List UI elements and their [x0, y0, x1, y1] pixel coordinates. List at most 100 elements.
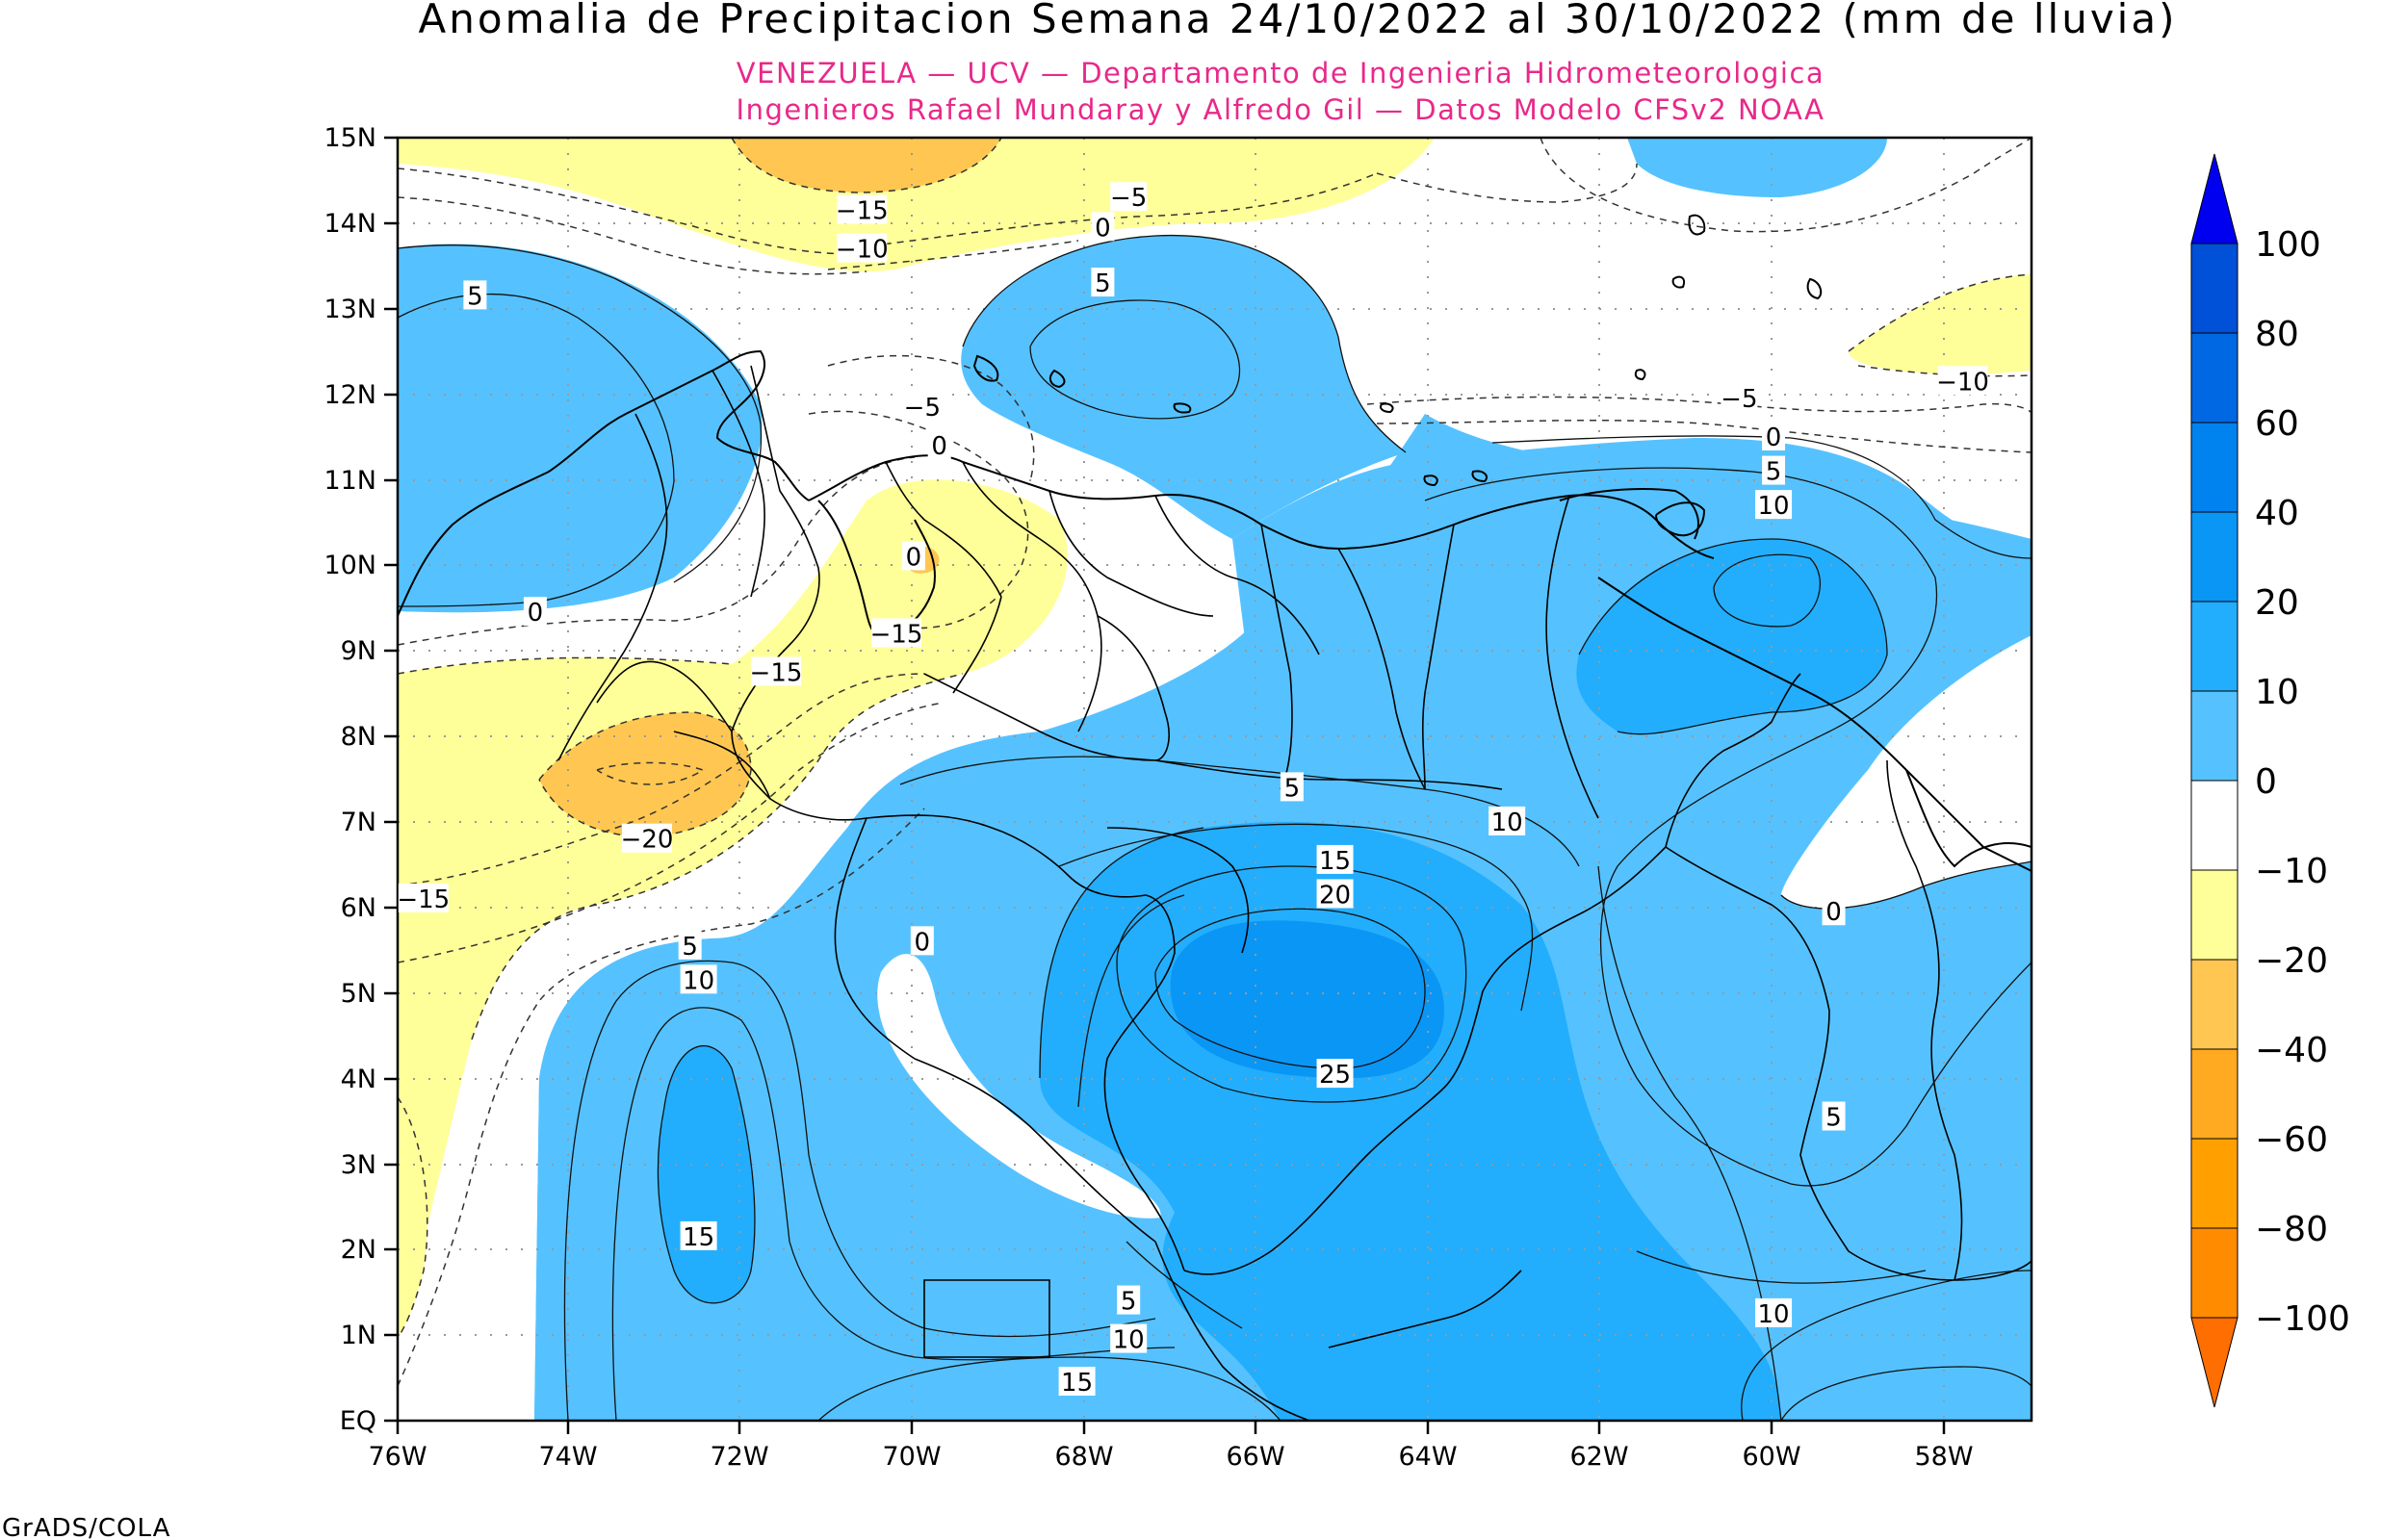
contour-label-bg: [1110, 1323, 1148, 1353]
lat-tick-label: 13N: [324, 295, 376, 324]
contour-label: 15: [1058, 1367, 1096, 1398]
contour-label-text: −15: [750, 658, 803, 687]
plot-frame: [396, 136, 2033, 1423]
colorbar-segment: [2190, 243, 2239, 334]
lat-tick-label: 5N: [341, 979, 376, 1009]
contour-label-text: 0: [906, 543, 922, 572]
contour-label: −15: [870, 618, 923, 649]
contour-label: 5: [1762, 455, 1786, 487]
shade-top-negative: [398, 138, 1435, 271]
contour-label-text: −15: [836, 197, 889, 226]
shade-yellow-sw-corner: [398, 1097, 427, 1338]
map-title: Anomalia de Precipitacion Semana 24/10/2…: [419, 0, 2178, 42]
contour-label: 5: [1822, 1101, 1846, 1133]
contour-label-text: 15: [1061, 1369, 1093, 1398]
shade-west-orange: [539, 712, 751, 837]
contour-label-bg: [523, 597, 547, 627]
contour-label: 25: [1316, 1059, 1354, 1090]
contour-label-bg: [1762, 455, 1786, 485]
map-subtitle-authors: Ingenieros Rafael Mundaray y Alfredo Gil…: [737, 93, 1825, 126]
colorbar-segment: [2190, 780, 2239, 871]
contour-label: 5: [1117, 1285, 1141, 1317]
contour-label-text: −5: [1110, 184, 1147, 213]
colorbar-segment: [2190, 959, 2239, 1050]
lat-tick-label: 10N: [324, 551, 376, 580]
contour-label-text: 5: [1284, 774, 1301, 803]
contour-label: −10: [836, 233, 889, 265]
lat-tick-label: 8N: [341, 722, 376, 752]
contour-label-bg: [1762, 422, 1786, 451]
coastlines-and-borders: [398, 349, 2032, 1421]
contour-label: 0: [1822, 896, 1846, 927]
contour-label: 10: [1110, 1323, 1148, 1355]
colorbar-label: −10: [2255, 852, 2328, 891]
lon-tick-label: 72W: [710, 1442, 768, 1472]
contour-label-bg: [837, 233, 888, 263]
lat-tick-label: 12N: [324, 380, 376, 410]
contour-label-bg: [1316, 844, 1354, 874]
colorbar-top-triangle: [2190, 153, 2239, 244]
colorbar-label: −100: [2255, 1299, 2350, 1339]
shade-top-orange: [732, 138, 1001, 192]
contour-label-bg: [1091, 268, 1115, 297]
negative-contour-lines: [398, 138, 2032, 1387]
colorbar-label: 20: [2255, 583, 2299, 623]
contour-label: −10: [1936, 366, 1989, 397]
contour-label: 15: [1316, 844, 1354, 876]
contour-label: 10: [1755, 490, 1793, 521]
contour-label: −5: [1721, 383, 1757, 414]
contour-label: 10: [680, 964, 717, 995]
colorbar-label: 80: [2255, 315, 2299, 354]
contour-label-bg: [1822, 896, 1846, 926]
contour-label-bg: [1110, 182, 1148, 212]
lat-tick-label: 4N: [341, 1065, 376, 1094]
contour-label: −5: [1110, 182, 1147, 213]
shade-white-pocket-sw: [877, 954, 1161, 1219]
lat-tick-label: 11N: [324, 466, 376, 496]
contour-label-text: 5: [682, 933, 698, 962]
colorbar-segment: [2190, 869, 2239, 961]
colorbar-segment: [2190, 332, 2239, 424]
contour-label-bg: [871, 618, 922, 648]
contour-label-bg: [837, 194, 888, 224]
contour-label-bg: [622, 823, 673, 853]
shade-core-20-40: [1170, 920, 1444, 1078]
latitude-labels: EQ 1N 2N 3N 4N 5N 6N 7N 8N 9N 10N 11N 12…: [324, 123, 376, 1436]
lon-tick-label: 60W: [1742, 1442, 1800, 1472]
contour-label-bg: [463, 280, 487, 310]
contour-label-bg: [901, 541, 925, 571]
lon-tick-label: 74W: [538, 1442, 597, 1472]
contour-label-text: 10: [683, 966, 714, 995]
contour-label-text: 15: [683, 1223, 714, 1252]
lon-tick-label: 58W: [1914, 1442, 1973, 1472]
contour-label-bg: [1316, 879, 1354, 909]
contour-label-text: 0: [931, 432, 947, 461]
lon-tick-label: 70W: [882, 1442, 941, 1472]
grid-lines: [398, 138, 2032, 1421]
contour-label-bg: [678, 930, 702, 960]
contour-label: −5: [904, 391, 941, 423]
map-subtitle-institution: VENEZUELA — UCV — Departamento de Ingeni…: [737, 57, 1825, 90]
contour-label-text: −15: [870, 620, 923, 649]
contour-label-text: 10: [1758, 1300, 1790, 1329]
contour-label-bg: [1822, 1101, 1846, 1131]
contour-label: −15: [836, 194, 889, 226]
lat-tick-label: 9N: [341, 636, 376, 666]
contour-label: −15: [397, 883, 450, 914]
lat-tick-label: 1N: [341, 1321, 376, 1350]
contour-label-text: 10: [1758, 492, 1790, 521]
contour-label-bg: [1755, 1297, 1793, 1327]
contour-label: 0: [1091, 212, 1115, 243]
colorbar-label: 10: [2255, 673, 2299, 712]
contour-label-text: 0: [1766, 424, 1782, 452]
contour-label: 0: [901, 541, 925, 572]
colorbar-segment: [2190, 601, 2239, 692]
lon-tick-label: 76W: [368, 1442, 427, 1472]
contour-label: 5: [1280, 772, 1304, 803]
contour-label-text: −5: [1721, 385, 1757, 414]
contour-label: 0: [910, 926, 934, 957]
contour-label-bg: [1316, 1059, 1354, 1089]
contour-label-text: 0: [1825, 898, 1842, 927]
contour-label-bg: [1755, 490, 1793, 520]
contour-label: 0: [927, 429, 951, 461]
